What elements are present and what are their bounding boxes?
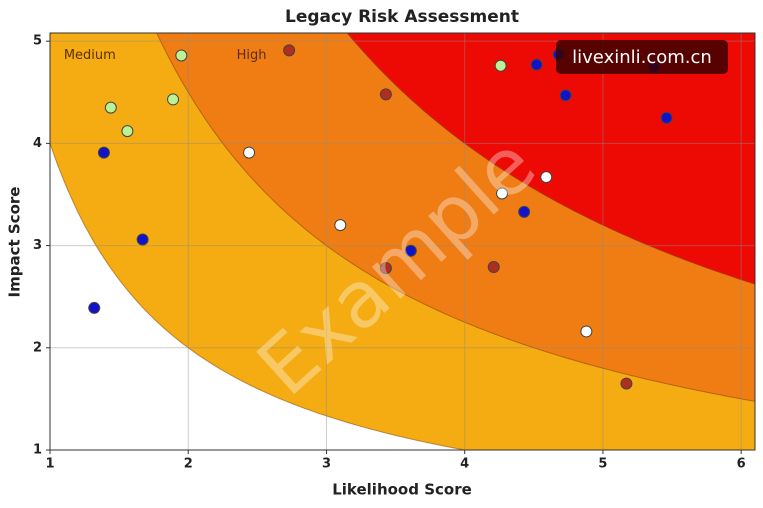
scatter-point	[243, 146, 256, 159]
y-tick-label: 2	[33, 340, 42, 355]
scatter-point	[487, 261, 500, 274]
annotation: High	[237, 48, 267, 63]
x-tick-label: 1	[45, 457, 54, 472]
x-axis-label: Likelihood Score	[332, 481, 472, 499]
x-tick-label: 5	[598, 457, 607, 472]
watermark: livexinli.com.cn	[572, 47, 712, 68]
x-tick-label: 4	[460, 457, 469, 472]
y-tick-label: 3	[33, 238, 42, 253]
zones	[50, 33, 755, 450]
watermark-badge	[556, 40, 728, 74]
scatter-point	[121, 125, 134, 138]
watermark: 知乎 @有莘	[639, 468, 724, 487]
scatter-point	[620, 377, 633, 390]
scatter-point	[404, 244, 417, 257]
scatter-point	[136, 233, 149, 246]
annotation: Medium	[64, 48, 116, 63]
scatter-point	[540, 171, 553, 184]
scatter-point	[494, 59, 507, 72]
scatter-point	[283, 44, 296, 57]
scatter-point	[175, 49, 188, 62]
x-tick-label: 3	[322, 457, 331, 472]
scatter-point	[379, 88, 392, 101]
risk-zone	[346, 33, 755, 285]
scatter-point	[167, 93, 180, 106]
scatter-point	[660, 111, 673, 124]
chart-title: Legacy Risk Assessment	[285, 7, 519, 27]
y-tick-label: 1	[33, 443, 42, 458]
y-tick-label: 5	[33, 34, 42, 49]
scatter-point	[518, 205, 531, 218]
plot-frame	[49, 32, 756, 451]
scatter-point	[496, 187, 509, 200]
scatter-point	[530, 58, 543, 71]
scatter-point	[379, 262, 392, 275]
scatter-point	[580, 325, 593, 338]
scatter-point	[104, 101, 117, 114]
x-tick-label: 2	[184, 457, 193, 472]
y-tick-label: 4	[33, 136, 42, 151]
scatter-point	[88, 301, 101, 314]
scatter-point	[334, 219, 347, 232]
scatter-point	[559, 89, 572, 102]
scatter-point	[97, 146, 110, 159]
y-axis-label: Impact Score	[6, 187, 24, 298]
x-tick-label: 6	[737, 457, 746, 472]
